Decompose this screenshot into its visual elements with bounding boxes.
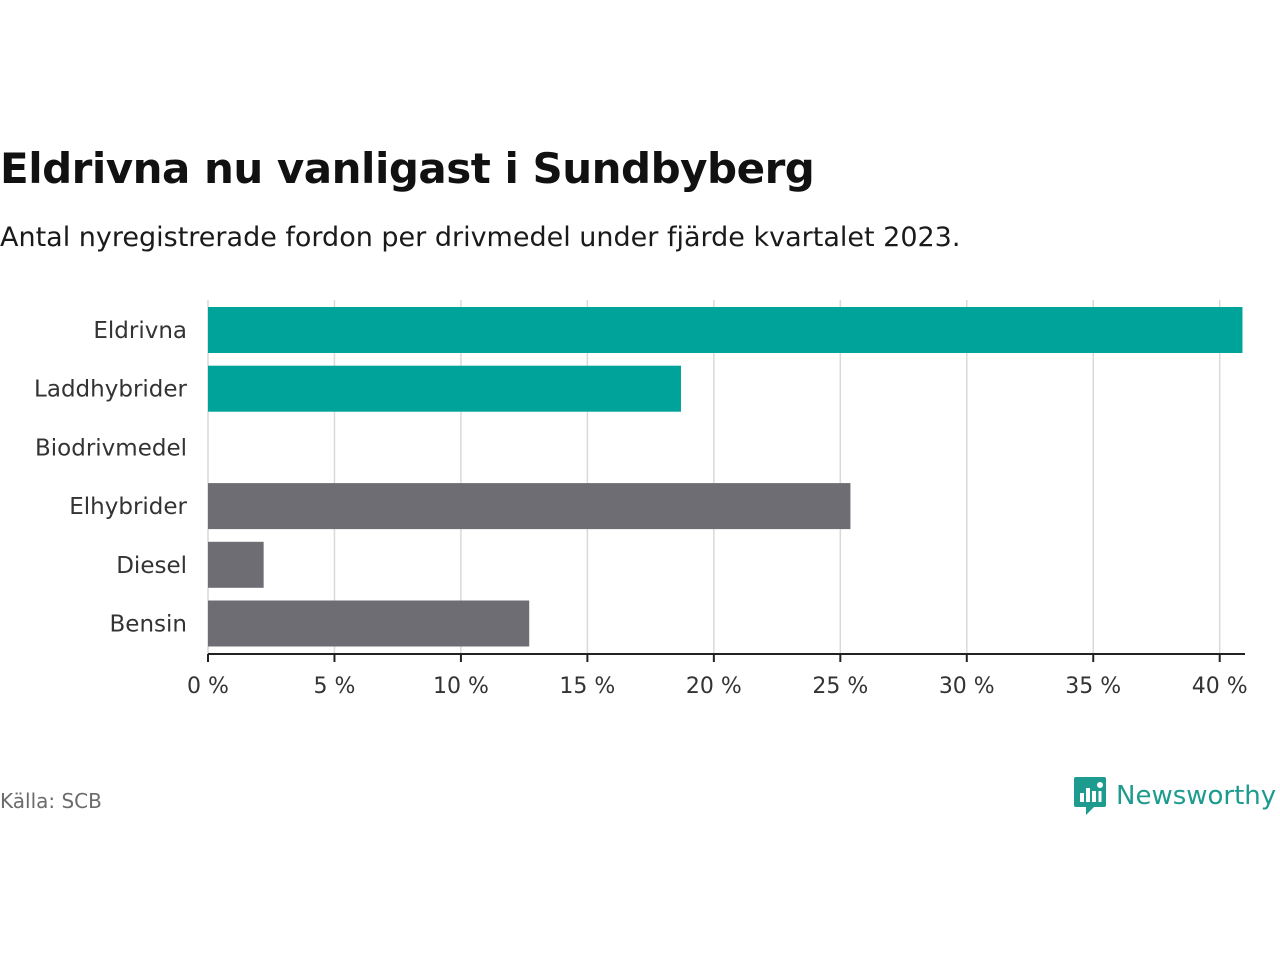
x-tick-label: 15 %: [559, 674, 615, 699]
category-label: Biodrivmedel: [35, 435, 187, 461]
bar-diesel: [208, 541, 264, 588]
category-label: Laddhybrider: [34, 377, 187, 403]
category-labels: Eldrivna Laddhybrider Biodrivmedel Elhybrid…: [34, 318, 187, 638]
x-tick-label: 25 %: [812, 674, 868, 699]
newsworthy-logo-icon: [1074, 777, 1106, 815]
grid-lines: [207, 300, 1221, 654]
x-tick-label: 0 %: [187, 674, 229, 699]
x-tick-label: 10 %: [433, 674, 489, 699]
brand-logo: Newsworthy: [1072, 775, 1276, 817]
x-tick-label: 40 %: [1192, 674, 1248, 699]
x-tick-label: 35 %: [1065, 674, 1121, 699]
category-label: Bensin: [110, 612, 187, 638]
chart-title: Eldrivna nu vanligast i Sundbyberg: [0, 144, 815, 193]
x-tick-label: 30 %: [939, 674, 995, 699]
bar-chart: Eldrivna Laddhybrider Biodrivmedel Elhybrid…: [34, 300, 1248, 699]
x-tick-label: 20 %: [686, 674, 742, 699]
x-tick-labels: 0 % 5 % 10 % 15 % 20 % 25 % 30 % 35 % 40 %: [187, 674, 1248, 699]
category-label: Diesel: [116, 553, 187, 579]
category-label: Eldrivna: [93, 318, 187, 344]
x-axis: [207, 653, 1245, 662]
source-note: Källa: SCB: [0, 789, 102, 813]
bar-elhybrider: [208, 483, 851, 530]
x-tick-label: 5 %: [314, 674, 356, 699]
bar-bensin: [208, 600, 530, 647]
bars: [208, 307, 1243, 647]
bar-laddhybrider: [208, 365, 681, 412]
category-label: Elhybrider: [69, 494, 187, 520]
chart-subtitle: Antal nyregistrerade fordon per drivmede…: [0, 222, 961, 253]
bar-eldrivna: [208, 307, 1243, 353]
brand-name: Newsworthy: [1116, 781, 1277, 811]
